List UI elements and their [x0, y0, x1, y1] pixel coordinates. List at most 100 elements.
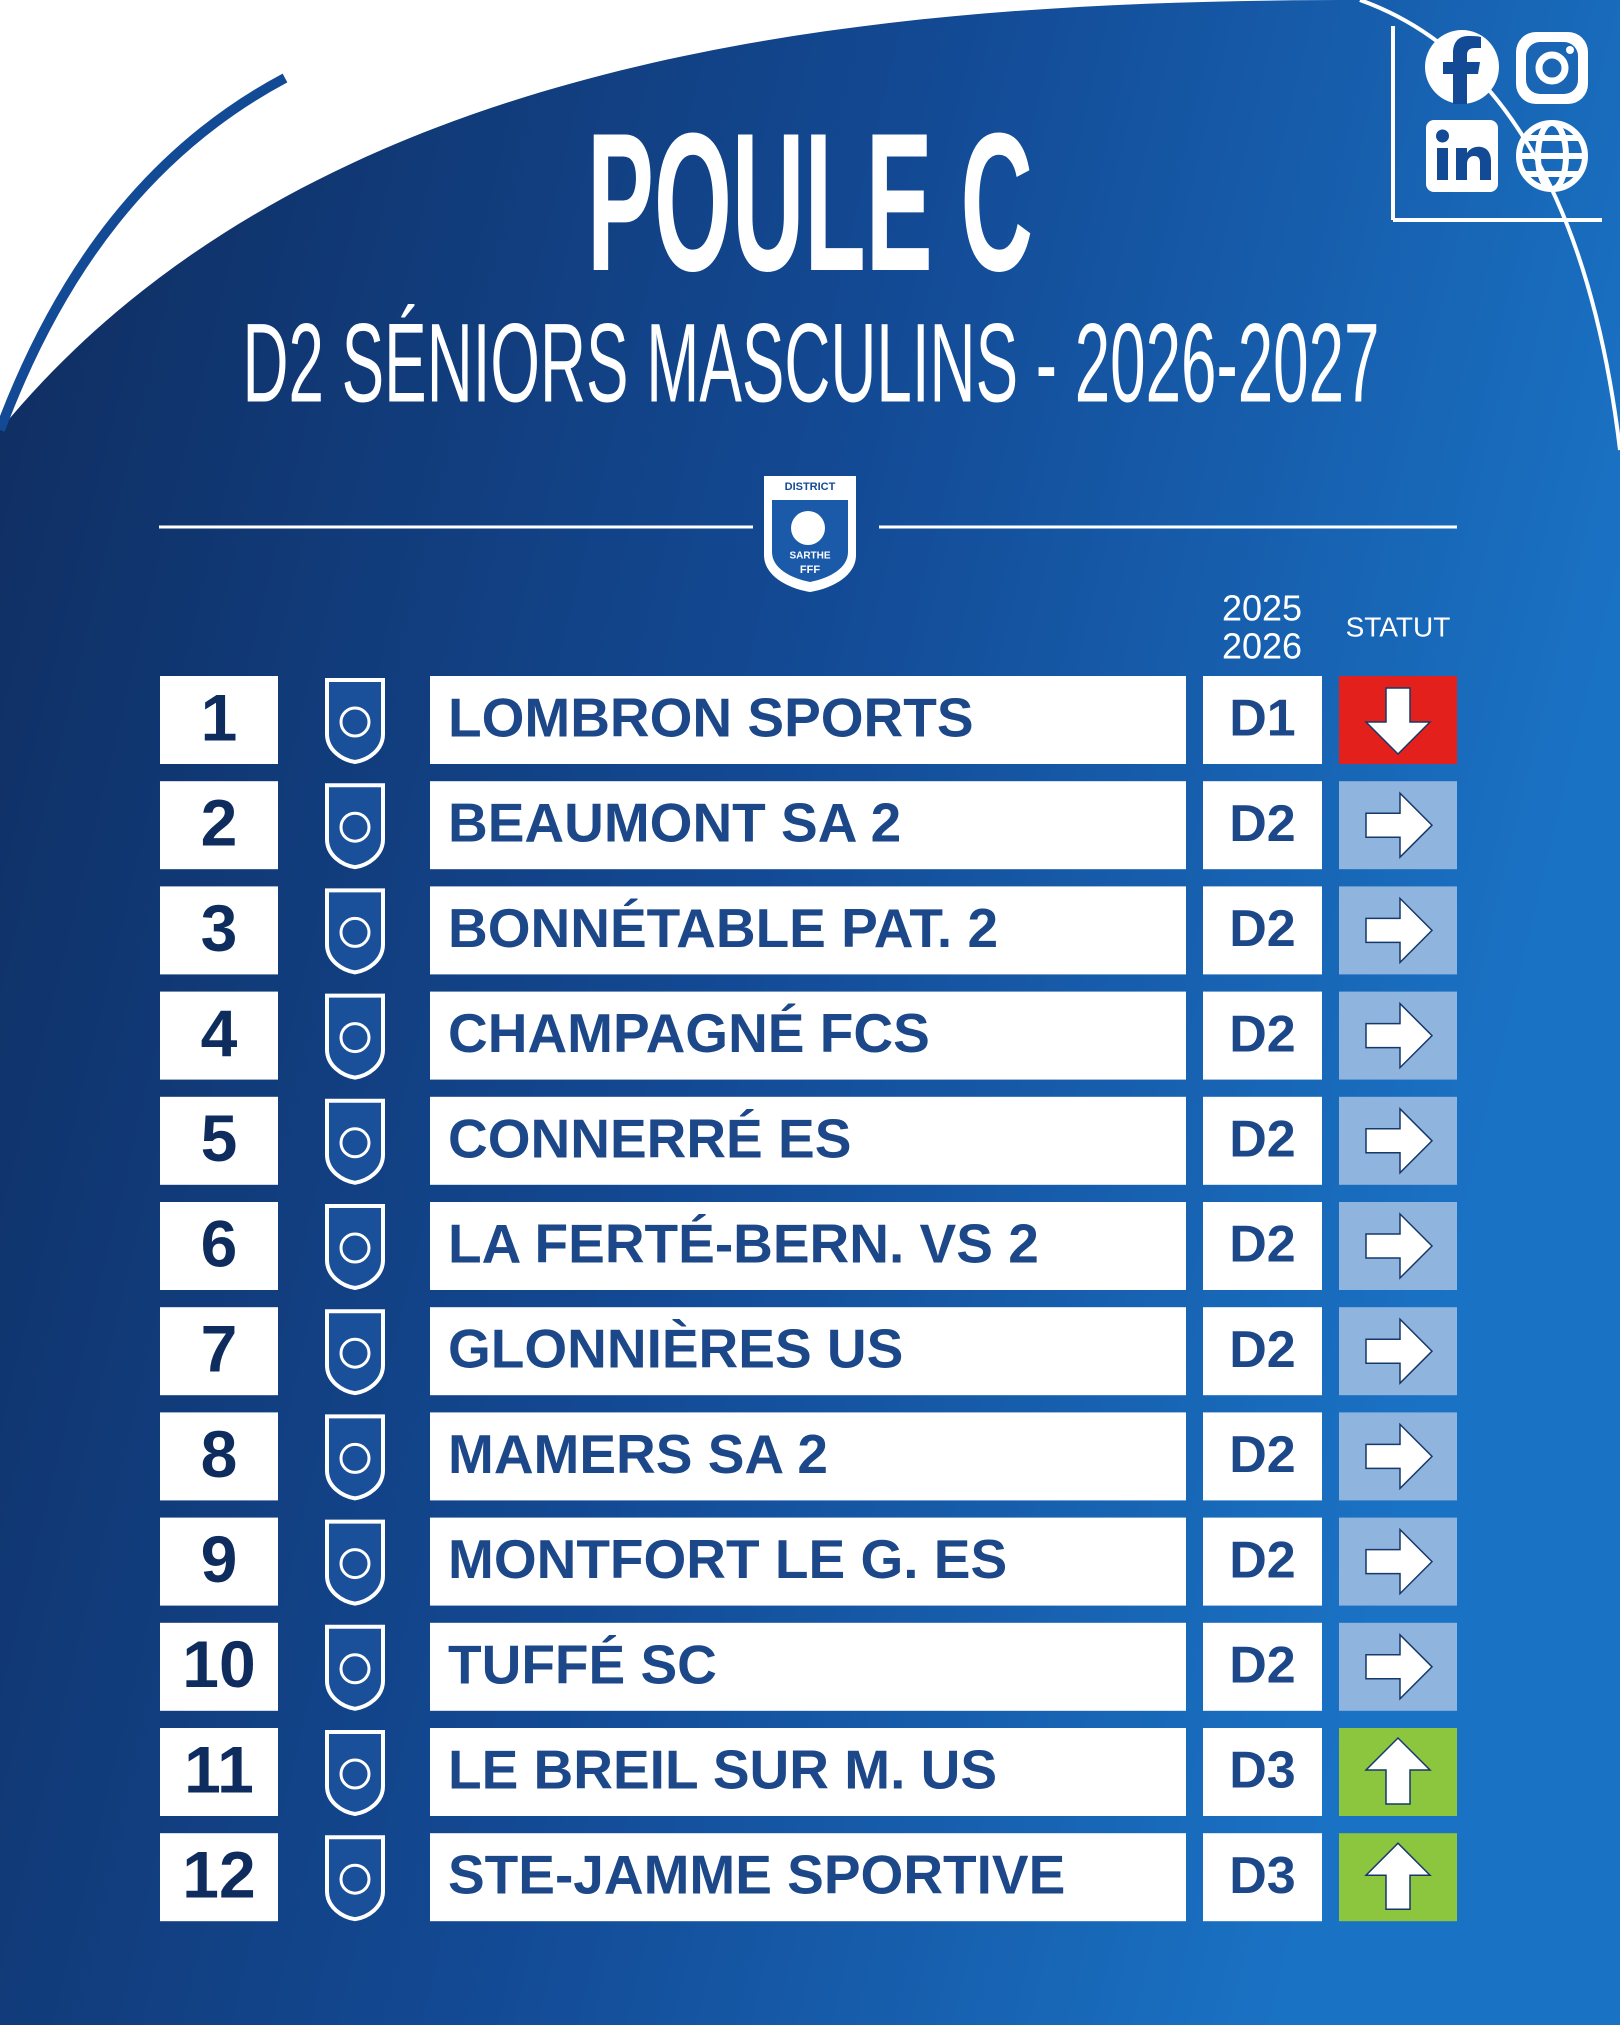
table-row: 11 LE BREIL SUR M. US D3: [160, 1728, 1457, 1817]
team-logo-detail: [339, 1548, 371, 1580]
division-cell: [1203, 1517, 1322, 1606]
division: D2: [1229, 1637, 1295, 1695]
team-logo-detail: [339, 1758, 371, 1790]
status-arrow: [1364, 1736, 1432, 1805]
division: D2: [1229, 795, 1295, 853]
website-icon[interactable]: [1516, 120, 1588, 192]
team-logo-detail: [339, 916, 371, 948]
team-logo-detail: [339, 1127, 371, 1159]
status-arrow: [1365, 1106, 1434, 1175]
division-cell: [1203, 1728, 1322, 1816]
team-cell: [430, 886, 1186, 975]
team-logo-detail: [339, 811, 371, 843]
rank-cell: [160, 676, 278, 764]
team-name: BONNÉTABLE PAT. 2: [448, 897, 998, 959]
team-cell: [430, 1622, 1186, 1711]
season-header: 2025: [1222, 588, 1302, 629]
division: D2: [1229, 1531, 1295, 1589]
rank-cell: [160, 781, 278, 870]
rank-cell: [160, 886, 278, 975]
team-cell: [430, 1517, 1186, 1606]
team-cell: [430, 1412, 1186, 1501]
facebook-icon[interactable]: [1425, 30, 1499, 104]
division-cell: [1203, 1412, 1322, 1501]
team-logo: [325, 678, 385, 765]
division-cell: [1203, 1202, 1322, 1290]
team-name: GLONNIÈRES US: [448, 1318, 903, 1380]
division-cell: [1203, 676, 1322, 764]
team-logo: [325, 1624, 385, 1711]
rank: 9: [201, 1522, 238, 1596]
rank-cell: [160, 1096, 278, 1185]
season-header: 2026: [1222, 626, 1302, 667]
team-name: MAMERS SA 2: [448, 1423, 828, 1485]
linkedin-icon[interactable]: [1426, 120, 1498, 192]
rank-cell: [160, 1833, 278, 1922]
rank: 5: [201, 1101, 238, 1175]
division: D1: [1229, 690, 1295, 748]
team-name: CONNERRÉ ES: [448, 1107, 851, 1169]
team-logo-detail: [339, 1022, 371, 1054]
social-box: [1391, 26, 1602, 222]
team-logo: [325, 1519, 385, 1606]
division: D2: [1229, 1321, 1295, 1379]
team-logo-detail: [339, 706, 371, 738]
rank-cell: [160, 1202, 278, 1290]
table-row: 6 LA FERTÉ-BERN. VS 2 D2: [160, 1202, 1457, 1291]
status-arrow: [1365, 1422, 1434, 1491]
status-arrow: [1365, 896, 1434, 965]
status-arrow: [1365, 1632, 1434, 1701]
team-logo: [325, 993, 385, 1080]
table-row: 8 MAMERS SA 2 D2: [160, 1412, 1457, 1501]
table-row: 3 BONNÉTABLE PAT. 2 D2: [160, 886, 1457, 975]
rank: 4: [201, 996, 238, 1070]
rank-cell: [160, 1622, 278, 1711]
team-cell: [430, 676, 1186, 764]
table-row: 7 GLONNIÈRES US D2: [160, 1307, 1457, 1396]
status-arrow: [1364, 1842, 1432, 1910]
team-logo: [325, 1309, 385, 1396]
status-arrow: [1365, 1001, 1434, 1070]
instagram-icon[interactable]: [1516, 32, 1588, 104]
division-cell: [1203, 1307, 1322, 1396]
team-name: STE-JAMME SPORTIVE: [448, 1844, 1065, 1906]
team-logo: [325, 1098, 385, 1185]
rank: 8: [201, 1417, 238, 1491]
table-row: 9 MONTFORT LE G. ES D2: [160, 1517, 1457, 1606]
division: D3: [1229, 1847, 1295, 1905]
team-logo: [325, 783, 385, 870]
team-logo: [325, 1835, 385, 1922]
team-cell: [430, 1728, 1186, 1816]
rank: 1: [201, 680, 238, 754]
team-name: LE BREIL SUR M. US: [448, 1739, 997, 1801]
division: D2: [1229, 1426, 1295, 1484]
team-name: MONTFORT LE G. ES: [448, 1528, 1007, 1590]
team-logo-detail: [339, 1863, 371, 1895]
right-curve: [1359, 0, 1620, 451]
team-logo: [325, 1730, 385, 1817]
division-cell: [1203, 781, 1322, 870]
team-cell: [430, 1833, 1186, 1922]
rank: 7: [201, 1312, 238, 1386]
team-logo-detail: [339, 1442, 371, 1474]
status-arrow: [1365, 1212, 1434, 1280]
status-arrow: [1364, 687, 1432, 756]
rank: 12: [182, 1838, 255, 1912]
rank-cell: [160, 1412, 278, 1501]
district-logo: DISTRICT SARTHE FFF: [764, 476, 856, 592]
rank: 6: [201, 1206, 238, 1280]
team-name: CHAMPAGNÉ FCS: [448, 1002, 930, 1064]
rank-cell: [160, 1307, 278, 1396]
status-arrow: [1365, 1527, 1434, 1596]
team-logo-detail: [339, 1653, 371, 1685]
rank: 3: [201, 891, 238, 965]
team-name: LA FERTÉ-BERN. VS 2: [448, 1213, 1039, 1275]
table-row: 5 CONNERRÉ ES D2: [160, 1096, 1457, 1185]
rank: 11: [184, 1732, 254, 1806]
division: D2: [1229, 900, 1295, 958]
division-cell: [1203, 1833, 1322, 1922]
status-arrow: [1365, 791, 1434, 860]
table-row: 2 BEAUMONT SA 2 D2: [160, 781, 1457, 870]
team-cell: [430, 991, 1186, 1080]
rank-cell: [160, 991, 278, 1080]
